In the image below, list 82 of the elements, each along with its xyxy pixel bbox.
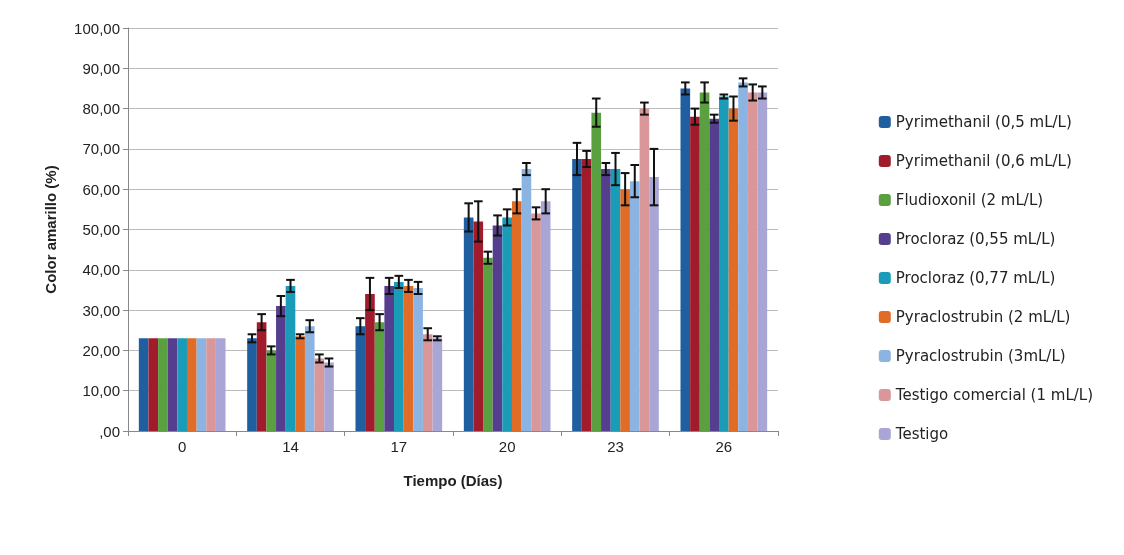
bar [649,177,659,431]
legend-label: Pyrimethanil (0,6 mL/L) [895,152,1072,170]
x-tick-label: 17 [390,438,408,455]
y-tick-label: 40,00 [82,261,120,279]
bar [374,322,385,431]
bar [572,158,582,431]
bar [728,108,739,431]
bar [463,217,474,431]
bar [521,169,532,431]
bar [365,293,375,431]
bar [196,338,207,431]
x-tick-label: 14 [282,438,299,455]
bar [177,338,187,431]
bar [266,350,277,431]
bar [355,326,366,431]
legend-label: Pyraclostrubin (3mL/L) [895,347,1066,365]
bar [473,221,484,431]
bar [690,116,700,431]
x-tick-label: 0 [177,438,187,455]
bar [215,338,226,431]
legend-label: Procloraz (0,77 mL/L) [895,269,1056,287]
bar [620,189,630,431]
bar [680,88,691,431]
y-tick-label: 60,00 [82,180,120,198]
bar [483,257,493,431]
y-tick-label: 80,00 [82,100,120,118]
y-tick-label: 90,00 [82,59,120,77]
y-tick-label: 70,00 [82,140,120,158]
bar [531,213,541,431]
y-tick-label: 30,00 [82,301,120,319]
y-tick-label: 100,00 [74,19,120,37]
legend-label: Pyraclostrubin (2 mL/L) [895,308,1071,326]
legend-label: Testigo comercial (1 mL/L) [894,386,1094,404]
bar [247,338,257,431]
bar [384,285,395,431]
y-tick-label: 50,00 [82,221,120,238]
bar [148,338,159,431]
legend-label: Pyrimethanil (0,5 mL/L) [895,113,1072,131]
bar [699,92,710,431]
y-tick-label: 20,00 [82,341,120,359]
bar [639,108,650,431]
y-tick-label: ,00 [99,422,120,440]
bar [591,112,602,431]
bar [138,338,149,431]
bar [403,285,414,431]
bar [432,338,443,431]
bar [747,92,758,431]
bar [502,217,512,431]
bar [295,336,305,431]
bar [610,169,621,431]
bar [256,322,267,431]
legend-label: Procloraz (0,55 mL/L) [895,230,1056,248]
bar [738,82,748,431]
bar [206,338,216,431]
legend-label: Testigo [894,425,949,443]
bar [492,225,503,431]
bar [511,201,522,431]
legend-label: Fludioxonil (2 mL/L) [895,191,1044,209]
bar [324,362,334,431]
bar [540,201,551,431]
y-tick-label: 10,00 [82,382,120,400]
bar [601,169,611,431]
bar [167,338,178,431]
x-tick-label: 23 [607,438,624,455]
bar [581,158,592,431]
bar [314,358,325,431]
x-tick-label: 20 [498,438,516,455]
bar [186,338,197,431]
bar [629,181,640,431]
bar [709,118,720,431]
x-tick-label: 26 [715,438,733,455]
bar [394,281,404,431]
bar [719,96,729,431]
y-axis-title: Color amarillo (%) [42,165,59,294]
bar [285,285,296,431]
bar [304,326,315,431]
bar [413,287,423,431]
bar [422,334,433,431]
bar [158,338,168,431]
bar [276,306,286,431]
bar [757,92,768,431]
x-axis-title: Tiempo (Días) [403,472,503,489]
